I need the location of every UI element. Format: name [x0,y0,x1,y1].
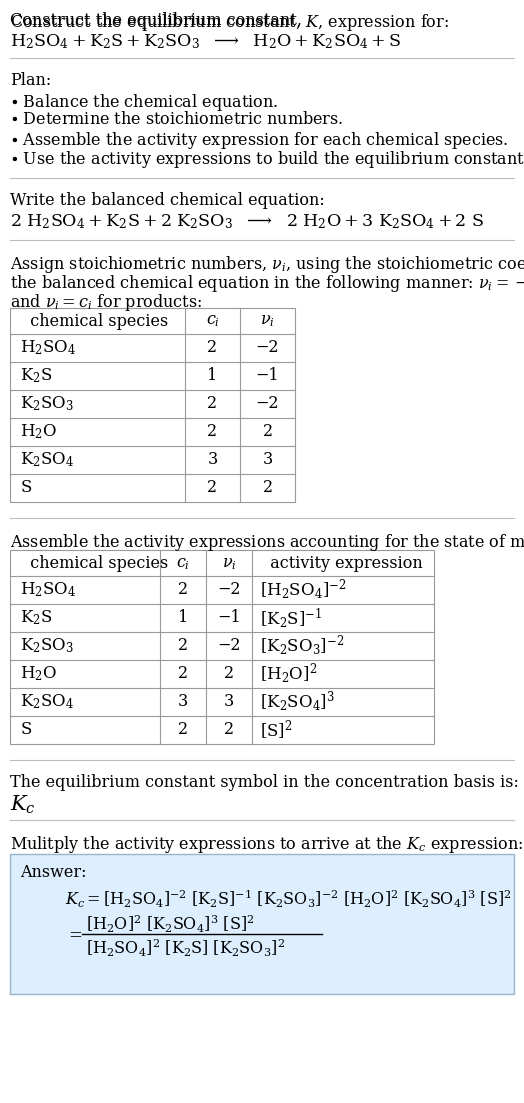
Text: 1: 1 [208,367,217,385]
Text: 3: 3 [208,451,217,469]
Text: Construct the equilibrium constant, $K$, expression for:: Construct the equilibrium constant, $K$,… [10,12,449,33]
Text: 2: 2 [178,721,188,739]
Text: $\bullet$ Assemble the activity expression for each chemical species.: $\bullet$ Assemble the activity expressi… [10,130,509,151]
Text: Write the balanced chemical equation:: Write the balanced chemical equation: [10,192,325,208]
Text: $\mathrm{2\ H_2SO_4 + K_2S + 2\ K_2SO_3}$  $\longrightarrow$  $\mathrm{2\ H_2O +: $\mathrm{2\ H_2SO_4 + K_2S + 2\ K_2SO_3}… [10,212,484,231]
Text: $c_i$: $c_i$ [205,312,220,330]
Text: $K_c = [\mathrm{H_2SO_4}]^{-2}\ [\mathrm{K_2S}]^{-1}\ [\mathrm{K_2SO_3}]^{-2}\ [: $K_c = [\mathrm{H_2SO_4}]^{-2}\ [\mathrm… [65,888,511,910]
Text: $\nu_i$: $\nu_i$ [260,312,275,330]
Text: $[\mathrm{H_2SO_4}]^{2}\ [\mathrm{K_2S}]\ [\mathrm{K_2SO_3}]^{2}$: $[\mathrm{H_2SO_4}]^{2}\ [\mathrm{K_2S}]… [86,938,285,960]
Text: $\bullet$ Use the activity expressions to build the equilibrium constant express: $\bullet$ Use the activity expressions t… [10,149,524,170]
Text: 2: 2 [178,638,188,654]
Text: 1: 1 [178,610,188,627]
Text: $[\mathrm{K_2SO_3}]^{-2}$: $[\mathrm{K_2SO_3}]^{-2}$ [260,634,344,658]
Text: Assign stoichiometric numbers, $\nu_i$, using the stoichiometric coefficients, $: Assign stoichiometric numbers, $\nu_i$, … [10,254,524,275]
Text: $\mathrm{S}$: $\mathrm{S}$ [20,721,32,739]
Text: $\mathrm{K_2S}$: $\mathrm{K_2S}$ [20,609,52,628]
Text: the balanced chemical equation in the following manner: $\nu_i = -c_i$ for react: the balanced chemical equation in the fo… [10,274,524,295]
Text: $=$: $=$ [65,925,82,942]
Text: $c_i$: $c_i$ [176,555,190,571]
Text: −2: −2 [256,396,279,413]
FancyBboxPatch shape [10,550,434,745]
Text: $\mathrm{H_2SO_4}$: $\mathrm{H_2SO_4}$ [20,339,77,357]
Text: $\mathrm{H_2SO_4 + K_2S + K_2SO_3}$  $\longrightarrow$  $\mathrm{H_2O + K_2SO_4 : $\mathrm{H_2SO_4 + K_2S + K_2SO_3}$ $\lo… [10,32,401,51]
Text: 2: 2 [208,480,217,496]
Text: $[\mathrm{H_2O}]^{2}\ [\mathrm{K_2SO_4}]^{3}\ [\mathrm{S}]^{2}$: $[\mathrm{H_2O}]^{2}\ [\mathrm{K_2SO_4}]… [86,914,255,935]
Text: $[\mathrm{K_2SO_4}]^{3}$: $[\mathrm{K_2SO_4}]^{3}$ [260,689,335,715]
Text: 2: 2 [208,396,217,413]
Text: 2: 2 [208,340,217,356]
Text: Plan:: Plan: [10,72,51,89]
Text: −2: −2 [217,581,241,599]
Text: $\bullet$ Determine the stoichiometric numbers.: $\bullet$ Determine the stoichiometric n… [10,111,343,128]
Text: The equilibrium constant symbol in the concentration basis is:: The equilibrium constant symbol in the c… [10,774,519,791]
Text: $\mathrm{K_2SO_4}$: $\mathrm{K_2SO_4}$ [20,693,74,711]
Text: chemical species: chemical species [20,312,168,330]
Text: $[\mathrm{S}]^{2}$: $[\mathrm{S}]^{2}$ [260,718,292,742]
FancyBboxPatch shape [10,854,514,994]
Text: $\mathrm{K_2SO_3}$: $\mathrm{K_2SO_3}$ [20,636,74,655]
Text: chemical species: chemical species [20,555,168,571]
Text: 2: 2 [178,581,188,599]
Text: 2: 2 [263,480,272,496]
Text: $\mathrm{K_2SO_4}$: $\mathrm{K_2SO_4}$ [20,451,74,470]
Text: 3: 3 [224,694,234,710]
Text: −1: −1 [256,367,279,385]
Text: $\bullet$ Balance the chemical equation.: $\bullet$ Balance the chemical equation. [10,92,278,113]
Text: 2: 2 [224,721,234,739]
Text: $\mathrm{H_2O}$: $\mathrm{H_2O}$ [20,422,57,441]
Text: 3: 3 [263,451,272,469]
Text: $\mathrm{K_2SO_3}$: $\mathrm{K_2SO_3}$ [20,395,74,414]
Text: Mulitply the activity expressions to arrive at the $K_c$ expression:: Mulitply the activity expressions to arr… [10,834,523,855]
Text: −2: −2 [217,638,241,654]
Text: Assemble the activity expressions accounting for the state of matter and $\nu_i$: Assemble the activity expressions accoun… [10,532,524,553]
Text: 3: 3 [178,694,188,710]
Text: $K_c$: $K_c$ [10,794,36,816]
Text: $[\mathrm{H_2O}]^{2}$: $[\mathrm{H_2O}]^{2}$ [260,662,318,686]
Text: $[\mathrm{K_2S}]^{-1}$: $[\mathrm{K_2S}]^{-1}$ [260,606,322,630]
Text: 2: 2 [224,665,234,683]
Text: and $\nu_i = c_i$ for products:: and $\nu_i = c_i$ for products: [10,292,202,313]
Text: 2: 2 [208,424,217,440]
Text: $\mathrm{K_2S}$: $\mathrm{K_2S}$ [20,366,52,385]
Text: Answer:: Answer: [20,864,86,881]
Text: 2: 2 [178,665,188,683]
Text: $\mathrm{H_2O}$: $\mathrm{H_2O}$ [20,665,57,684]
Text: $[\mathrm{H_2SO_4}]^{-2}$: $[\mathrm{H_2SO_4}]^{-2}$ [260,578,346,602]
Text: $\mathrm{S}$: $\mathrm{S}$ [20,480,32,496]
Text: $\nu_i$: $\nu_i$ [222,555,236,571]
Text: 2: 2 [263,424,272,440]
Text: activity expression: activity expression [260,555,423,571]
FancyBboxPatch shape [10,308,295,502]
Text: −1: −1 [217,610,241,627]
Text: $\mathrm{H_2SO_4}$: $\mathrm{H_2SO_4}$ [20,580,77,599]
Text: −2: −2 [256,340,279,356]
Text: Construct the equilibrium constant,: Construct the equilibrium constant, [10,12,307,29]
